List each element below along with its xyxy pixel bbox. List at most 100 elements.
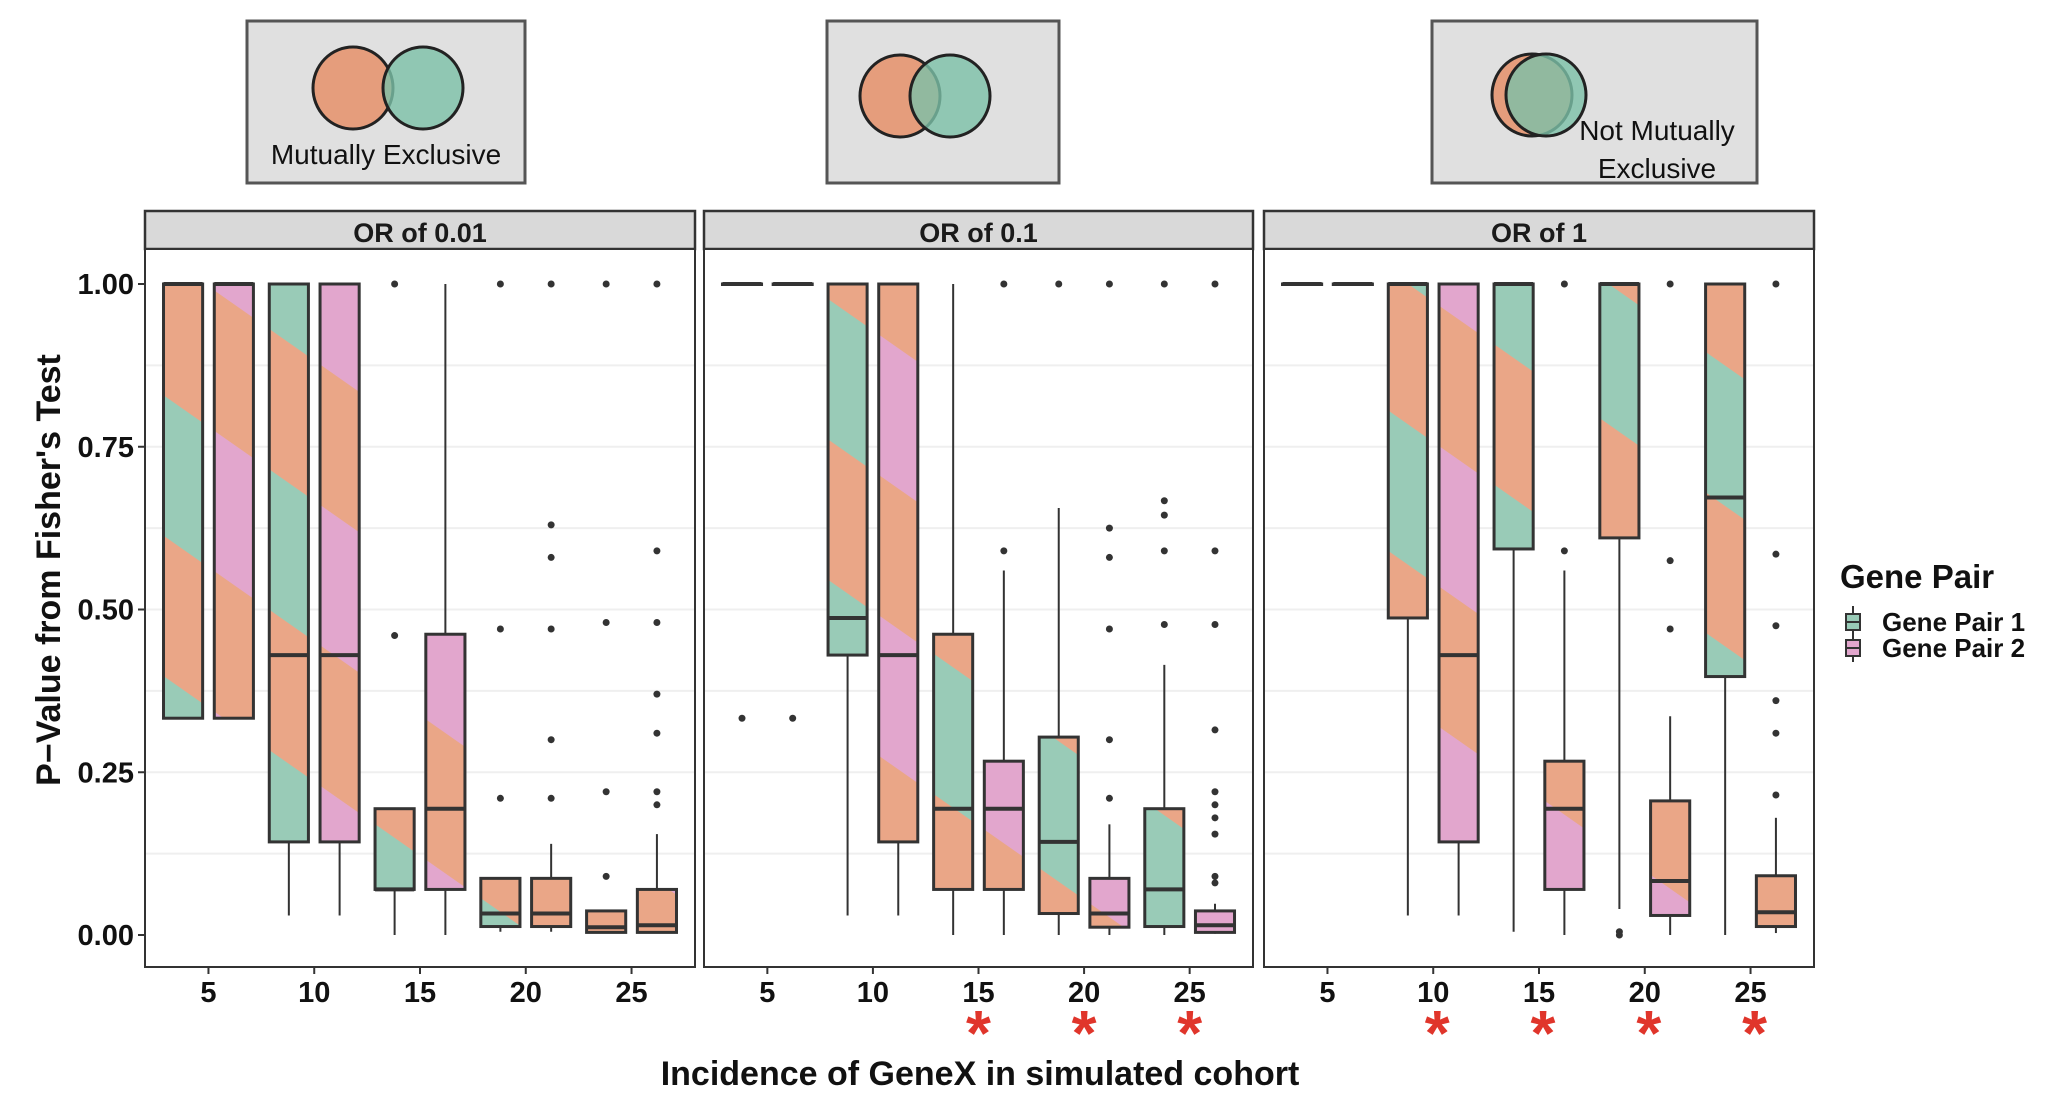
- box-2-10: [318, 282, 361, 916]
- facet-title: OR of 0.01: [353, 218, 487, 248]
- box-1-20: [479, 280, 522, 932]
- outlier-point: [1666, 557, 1674, 565]
- significance-asterisk: *: [1072, 997, 1097, 1069]
- box-iqr: [530, 876, 573, 929]
- box-iqr: [212, 282, 255, 720]
- legend-entry-label: Gene Pair 2: [1882, 633, 2025, 663]
- outlier-point: [1772, 550, 1780, 558]
- x-tick-label: 15: [404, 977, 436, 1009]
- outlier-point: [1105, 736, 1113, 744]
- box-1-5: [162, 282, 205, 720]
- box-2-25: [635, 280, 678, 934]
- box-iqr: [373, 807, 416, 891]
- outlier-point: [653, 801, 661, 809]
- significance-asterisk: *: [1531, 997, 1556, 1069]
- y-tick-label: 0.75: [78, 432, 134, 464]
- box-2-5: [212, 282, 255, 720]
- x-tick-label: 5: [200, 977, 216, 1009]
- outlier-point: [653, 788, 661, 796]
- box-iqr: [479, 876, 522, 929]
- outlier-point: [547, 521, 555, 529]
- outlier-point: [1666, 625, 1674, 633]
- outlier-point: [1055, 280, 1063, 288]
- outlier-point: [1160, 497, 1168, 505]
- box-1-10: [267, 282, 310, 916]
- venn-circle-teal: [1504, 52, 1588, 138]
- outlier-point: [1211, 830, 1219, 838]
- outlier-point: [1105, 625, 1113, 633]
- box-iqr: [982, 759, 1025, 891]
- x-tick-label: 5: [1319, 977, 1335, 1009]
- outlier-point: [391, 280, 399, 288]
- box-1-15: [932, 284, 975, 935]
- legend-title: Gene Pair: [1840, 558, 1994, 595]
- outlier-point: [653, 690, 661, 698]
- x-tick-label: 10: [298, 977, 330, 1009]
- box-2-15: [982, 280, 1025, 935]
- box-2-20: [530, 280, 573, 932]
- box-iqr: [1037, 735, 1080, 916]
- venn-inset: [825, 19, 1061, 185]
- outlier-point: [1211, 801, 1219, 809]
- box-1-10: [1386, 282, 1429, 916]
- box-1-25: [1143, 280, 1186, 935]
- outlier-point: [653, 729, 661, 737]
- y-tick-label: 0.00: [78, 920, 134, 952]
- box-2-5: [771, 282, 814, 722]
- venn-circle-teal: [908, 53, 992, 139]
- y-tick-label: 1.00: [78, 269, 134, 301]
- box-iqr: [1492, 282, 1535, 551]
- facet-title: OR of 1: [1491, 218, 1587, 248]
- outlier-point: [1105, 794, 1113, 802]
- inset-frame: [1430, 19, 1759, 185]
- legend-entry-label: Gene Pair 1: [1882, 607, 2025, 637]
- outlier-point: [789, 714, 797, 722]
- outlier-point: [1211, 788, 1219, 796]
- box-iqr: [1598, 282, 1641, 540]
- outlier-point: [653, 619, 661, 627]
- outlier-point: [547, 553, 555, 561]
- x-tick-label: 20: [1068, 977, 1100, 1009]
- box-1-20: [1598, 282, 1641, 939]
- box-1-5: [720, 282, 764, 722]
- outlier-point: [1000, 280, 1008, 288]
- box-1-25: [585, 280, 628, 934]
- box-iqr: [1649, 799, 1692, 917]
- box-2-25: [1193, 280, 1237, 934]
- outlier-point: [1772, 791, 1780, 799]
- outlier-point: [1160, 620, 1168, 628]
- venn-circle-teal: [381, 45, 465, 131]
- box-1-20: [1037, 280, 1080, 935]
- box-iqr: [318, 282, 361, 844]
- outlier-point: [738, 714, 746, 722]
- outlier-point: [1160, 511, 1168, 519]
- x-tick-label: 25: [1734, 977, 1766, 1009]
- significance-asterisk: *: [1177, 997, 1202, 1069]
- outlier-point: [1211, 547, 1219, 555]
- box-iqr: [162, 282, 205, 720]
- venn-circle-orange: [311, 45, 395, 131]
- box-1-10: [826, 282, 869, 916]
- outlier-point: [1211, 872, 1219, 880]
- outlier-point: [1666, 280, 1674, 288]
- facet-panel: OR of 0.15 10 15*20*25*: [702, 209, 1255, 1069]
- outlier-point: [1211, 280, 1219, 288]
- outlier-point: [653, 280, 661, 288]
- x-tick-label: 20: [510, 977, 542, 1009]
- x-tick-label: 20: [1629, 977, 1661, 1009]
- y-tick-label: 0.50: [78, 595, 134, 627]
- significance-asterisk: *: [966, 997, 991, 1069]
- significance-asterisk: *: [1742, 997, 1767, 1069]
- box-2-15: [1543, 280, 1586, 935]
- outlier-point: [1105, 280, 1113, 288]
- box-iqr: [1437, 282, 1480, 844]
- box-iqr: [1754, 874, 1797, 929]
- box-2-20: [1649, 280, 1692, 935]
- x-tick-label: 10: [857, 977, 889, 1009]
- box-iqr: [1543, 759, 1586, 891]
- outlier-point: [602, 872, 610, 880]
- box-1-5: [1281, 282, 1324, 286]
- outlier-point: [1772, 622, 1780, 630]
- x-tick-label: 5: [759, 977, 775, 1009]
